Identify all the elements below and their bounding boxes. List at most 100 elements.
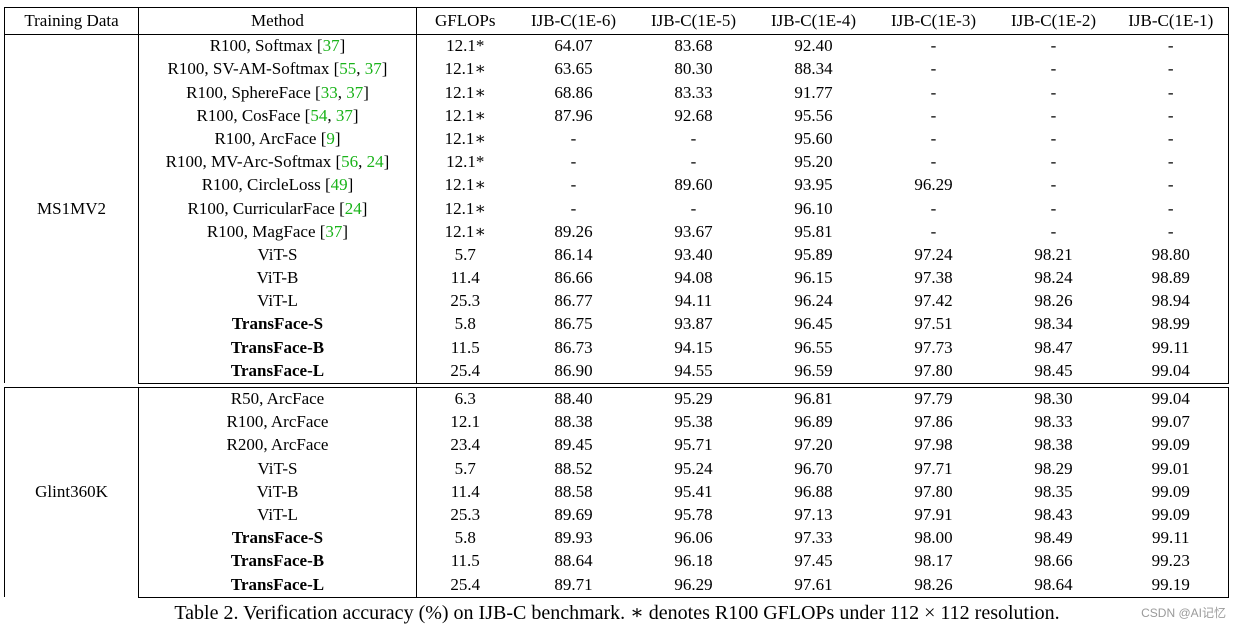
value-cell: 99.01 — [1113, 457, 1229, 481]
value-cell: 95.29 — [633, 386, 754, 411]
method-name: TransFace-L — [230, 360, 325, 380]
value-cell: 95.81 — [794, 221, 833, 241]
citation-link[interactable]: 9 — [326, 128, 335, 148]
value-cell: 97.80 — [914, 481, 953, 501]
citation-link[interactable]: 33 — [320, 82, 338, 102]
value-cell: 92.68 — [674, 105, 713, 125]
table-row: R100, CosFace [54, 37] 12.1∗ 87.96 92.68 95.… — [5, 104, 1229, 128]
citation-link[interactable]: 24 — [366, 152, 384, 172]
value-cell: 88.34 — [794, 59, 833, 79]
gflops-cell: 12.1∗ — [416, 81, 514, 105]
value-cell: 97.71 — [914, 458, 953, 478]
value-cell: - — [570, 152, 577, 172]
value-cell: 97.24 — [914, 244, 953, 264]
value-cell: - — [1050, 175, 1057, 195]
method-cell: R100, ArcFace — [139, 411, 417, 434]
value-cell: 99.04 — [1113, 359, 1229, 384]
value-cell: 89.71 — [513, 573, 634, 598]
method-name: ViT-B — [256, 481, 299, 501]
value-cell: 96.81 — [753, 386, 874, 411]
value-cell: 94.08 — [674, 268, 713, 288]
results-table: Training Data Method GFLOPs IJB-C(1E-6) IJB-… — [4, 7, 1229, 598]
value-cell: 99.07 — [1113, 411, 1229, 435]
value-cell: 96.88 — [794, 481, 833, 501]
table-row: TransFace-L 25.4 86.90 94.55 96.59 97.80 98.45… — [5, 359, 1229, 384]
value-cell: 98.26 — [1034, 291, 1073, 311]
watermark: CSDN @AI记忆 — [1141, 606, 1226, 620]
citation-link[interactable]: 55 — [339, 59, 357, 79]
value-cell: 94.11 — [674, 291, 713, 311]
value-cell: 88.40 — [513, 386, 634, 411]
citation-link[interactable]: 37 — [322, 36, 340, 56]
method-name: R100, CircleLoss — [201, 175, 321, 195]
table-row: R100, ArcFace 12.1 88.38 95.38 96.89 97.86 98.… — [5, 411, 1229, 435]
method-cell: TransFace-S — [139, 527, 417, 550]
value-cell: - — [1113, 58, 1229, 82]
citation-link[interactable]: 54 — [310, 105, 328, 125]
table-caption: Table 2. Verification accuracy (%) on IJ… — [174, 602, 1060, 624]
table-row: TransFace-B 11.5 88.64 96.18 97.45 98.17 98.66… — [5, 550, 1229, 574]
citation-link[interactable]: 37 — [335, 105, 353, 125]
value-cell: 98.64 — [993, 573, 1114, 598]
header-cell: IJB-C(1E-4) — [753, 7, 874, 35]
group-label: MS1MV2 — [4, 34, 139, 384]
header-cell: Method — [138, 7, 417, 35]
value-cell: 98.30 — [993, 386, 1114, 411]
method-cell: ViT-S — [139, 457, 417, 480]
method-name: ViT-S — [257, 458, 298, 478]
value-cell: 86.90 — [513, 359, 634, 384]
gflops-cell: 6.3 — [416, 386, 514, 411]
method-name: R100, ArcFace — [226, 412, 329, 432]
gflops-cell: 11.5 — [416, 550, 514, 574]
header-cell: IJB-C(1E-6) — [513, 7, 634, 35]
method-name: TransFace-L — [230, 574, 325, 594]
citation-link[interactable]: 37 — [364, 59, 382, 79]
citation-link[interactable]: 49 — [330, 175, 348, 195]
method-name: R200, ArcFace — [226, 435, 329, 455]
value-cell: 97.13 — [794, 504, 833, 524]
value-cell: - — [930, 198, 937, 218]
value-cell: 96.06 — [674, 528, 713, 548]
table-row: Glint360K R50, ArcFace 6.3 88.40 95.29 96.81 9… — [4, 386, 1229, 597]
method-name: TransFace-B — [230, 337, 325, 357]
value-cell: 86.73 — [554, 337, 593, 357]
citation-link[interactable]: 37 — [346, 82, 364, 102]
value-cell: 97.98 — [914, 435, 953, 455]
table-row: R100, SV-AM-Softmax [55, 37] 12.1∗ 63.65 80… — [5, 58, 1229, 82]
value-cell: 97.91 — [914, 504, 953, 524]
value-cell: - — [1050, 198, 1057, 218]
value-cell: 98.94 — [1113, 290, 1229, 314]
method-cell: TransFace-B — [139, 336, 417, 359]
citation-link[interactable]: 37 — [325, 221, 343, 241]
header-cell: IJB-C(1E-3) — [873, 7, 994, 35]
table-row: ViT-L 25.3 86.77 94.11 96.24 97.42 98.26 98.94 — [5, 290, 1229, 314]
gflops-cell: 12.1∗ — [416, 58, 514, 82]
value-cell: 98.45 — [993, 359, 1114, 384]
value-cell: - — [690, 128, 697, 148]
citation-link[interactable]: 24 — [344, 198, 362, 218]
value-cell: - — [1050, 82, 1057, 102]
citation-link[interactable]: 56 — [341, 152, 359, 172]
value-cell: 96.24 — [794, 291, 833, 311]
method-name: R50, ArcFace — [230, 389, 325, 408]
value-cell: 97.61 — [753, 573, 874, 598]
table-row: ViT-L 25.3 89.69 95.78 97.13 97.91 98.43 99.09 — [5, 503, 1229, 527]
value-cell: - — [930, 105, 937, 125]
method-cell: R200, ArcFace — [139, 434, 417, 457]
value-cell: 68.86 — [554, 82, 593, 102]
value-cell: 87.96 — [554, 105, 593, 125]
value-cell: 98.34 — [1034, 314, 1073, 334]
table-row: ViT-S 5.7 88.52 95.24 96.70 97.71 98.29 99.01 — [5, 457, 1229, 481]
value-cell: 86.75 — [554, 314, 593, 334]
value-cell: 95.60 — [794, 128, 833, 148]
value-cell: 96.89 — [794, 412, 833, 432]
value-cell: 93.67 — [674, 221, 713, 241]
value-cell: - — [930, 59, 937, 79]
value-cell: 91.77 — [794, 82, 833, 102]
value-cell: - — [690, 152, 697, 172]
value-cell: 96.70 — [794, 458, 833, 478]
value-cell: 95.38 — [674, 412, 713, 432]
value-cell: 96.18 — [674, 551, 713, 571]
value-cell: 93.87 — [674, 314, 713, 334]
header-cell: IJB-C(1E-1) — [1113, 7, 1229, 35]
